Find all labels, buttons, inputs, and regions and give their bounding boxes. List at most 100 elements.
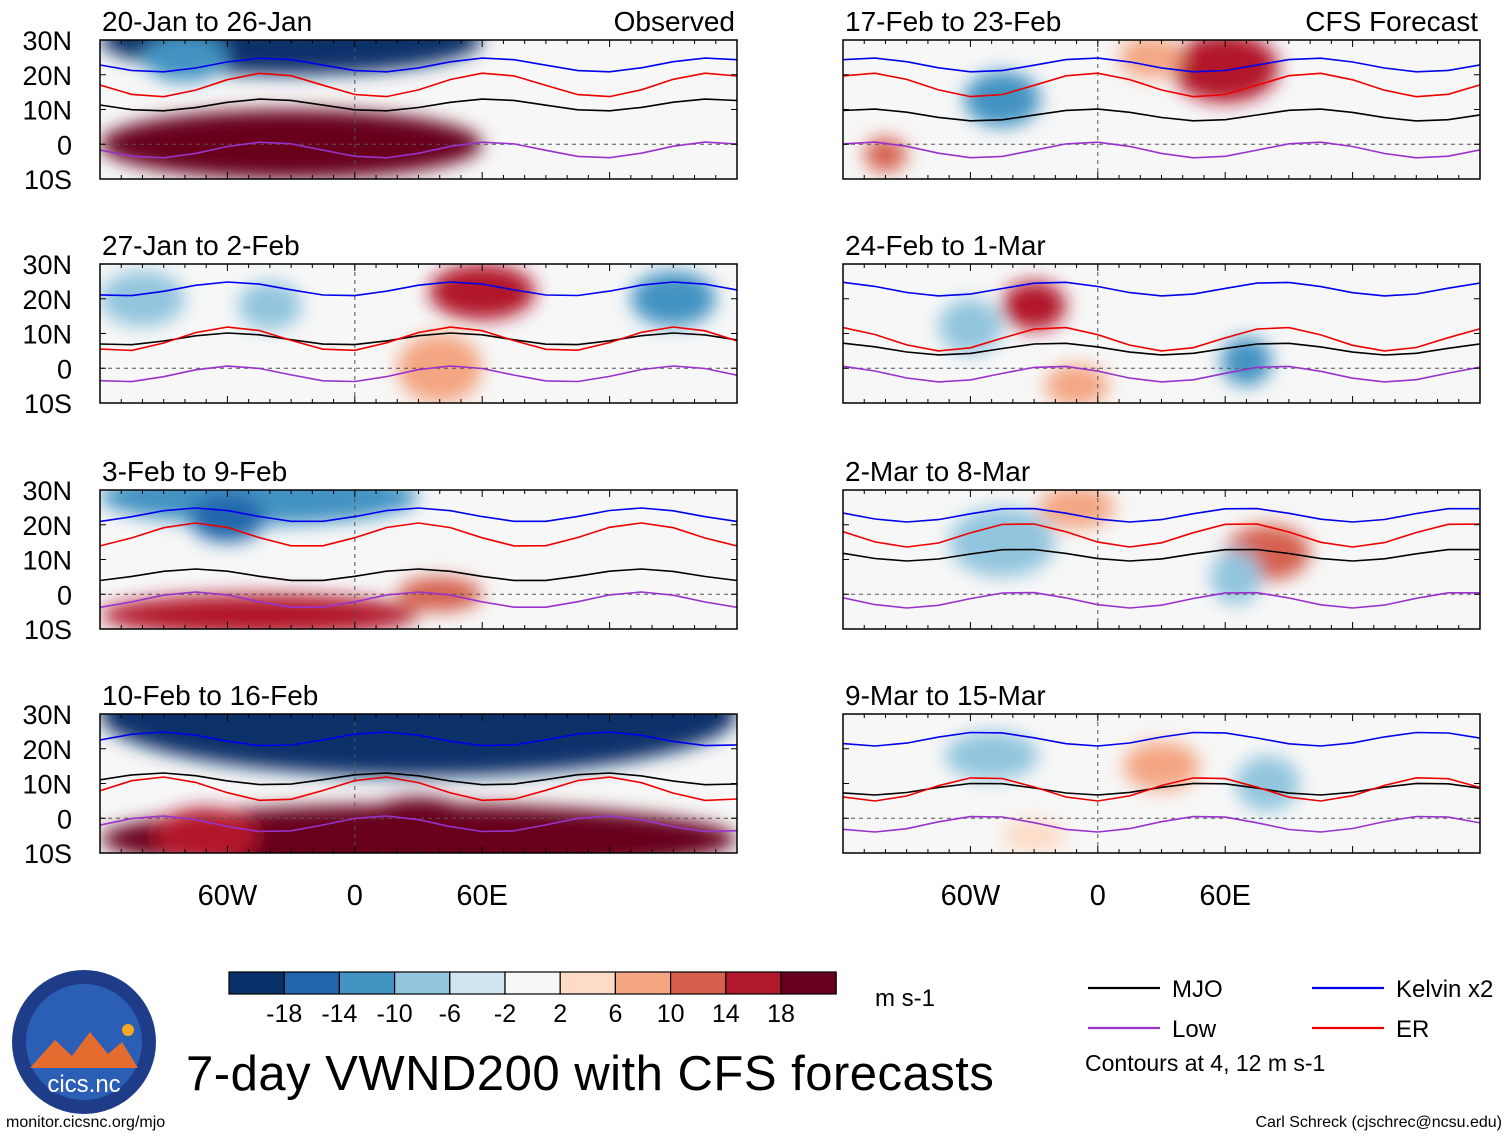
y-tick-label: 10S: [24, 839, 72, 869]
contour-line: [843, 108, 1480, 122]
map-panel: 30N 20N 10N 0 10S 3-Feb to 9-Feb: [22, 456, 738, 645]
contour-line: [100, 57, 737, 73]
colorbar-label: 18: [767, 1000, 795, 1028]
x-tick-label: 60W: [198, 880, 258, 912]
map-panel: 30N 20N 10N 0 10S 10-Feb to 16-Feb 60W 0 60E: [22, 680, 738, 912]
y-tick-label: 0: [57, 580, 72, 610]
y-tick-label: 10S: [24, 165, 72, 195]
colorbar-label: 2: [553, 1000, 567, 1028]
y-tick-label: 30N: [22, 26, 72, 56]
contour-line: [843, 342, 1480, 356]
contour-line: [100, 568, 737, 582]
anomaly-field: [944, 731, 1300, 853]
x-tick-label: 60W: [941, 880, 1001, 912]
panel-period-title: 2-Mar to 8-Mar: [845, 456, 1030, 487]
colorbar-swatch: [614, 971, 672, 995]
anomaly-blob: [1002, 281, 1066, 331]
colorbar-label: -18: [266, 1000, 302, 1028]
anomaly-field: [938, 281, 1272, 403]
contour-line: [100, 507, 737, 523]
colorbar-swatch: [449, 971, 506, 995]
anomaly-blob: [1044, 364, 1109, 403]
contour-line: [843, 326, 1480, 352]
contour-line: [843, 815, 1480, 833]
contour-line: [843, 72, 1480, 98]
colorbar-label: 10: [657, 1000, 685, 1028]
anomaly-blob: [153, 807, 260, 853]
panel-period-title: 3-Feb to 9-Feb: [102, 456, 287, 487]
contour-line: [843, 57, 1480, 73]
contour-line: [100, 522, 737, 547]
contours-note: Contours at 4, 12 m s-1: [1085, 1050, 1326, 1076]
legend-label: Kelvin x2: [1396, 976, 1493, 1003]
anomaly-blob: [938, 298, 1003, 355]
anomaly-blob: [100, 270, 185, 327]
x-tick-label: 0: [1090, 880, 1106, 912]
x-tick-label: 60E: [1199, 880, 1251, 912]
y-tick-label: 30N: [22, 700, 72, 730]
anomaly-blob: [630, 270, 716, 327]
contour-line: [100, 776, 737, 802]
anomaly-blob: [964, 71, 1041, 127]
x-tick-label: 0: [347, 880, 363, 912]
y-tick-label: 30N: [22, 476, 72, 506]
contour-line: [843, 507, 1480, 523]
contour-line: [843, 365, 1480, 383]
panel-period-title: 24-Feb to 1-Mar: [845, 230, 1046, 261]
contour-line: [843, 281, 1480, 297]
colorbar-swatch: [669, 971, 727, 995]
colorbar-swatch: [394, 971, 451, 995]
contour-line: [843, 591, 1480, 609]
colorbar-label: -14: [321, 1000, 357, 1028]
colorbar-label: 14: [712, 1000, 740, 1028]
colorbar-swatch: [559, 971, 617, 995]
y-tick-label: 10N: [22, 770, 72, 800]
y-tick-label: 0: [57, 804, 72, 834]
y-tick-label: 0: [57, 130, 72, 160]
y-tick-label: 10S: [24, 389, 72, 419]
contour-line: [100, 332, 737, 346]
map-panel: 30N 20N 10N 0 10S 20-Jan to 26-Jan Observed: [22, 6, 738, 195]
y-tick-label: 30N: [22, 250, 72, 280]
anomaly-blob: [100, 714, 737, 777]
contour-line: [100, 731, 737, 747]
colorbar-swatch: [228, 971, 285, 995]
contour-line: [100, 326, 737, 352]
contour-line: [843, 523, 1480, 548]
anomaly-blob: [100, 594, 419, 629]
contour-line: [100, 591, 737, 609]
colorbar-swatch: [780, 971, 837, 995]
anomaly-blob: [1123, 741, 1200, 791]
contour-line: [100, 72, 737, 98]
y-tick-label: 10S: [24, 615, 72, 645]
legend-label: Low: [1172, 1016, 1217, 1043]
anomaly-blob: [944, 731, 1039, 781]
colorbar-label: -6: [439, 1000, 461, 1028]
x-tick-label: 60E: [456, 880, 508, 912]
y-tick-label: 0: [57, 354, 72, 384]
anomaly-blob: [344, 116, 451, 159]
y-tick-label: 20N: [22, 735, 72, 765]
panel-period-title: 20-Jan to 26-Jan: [102, 6, 312, 37]
y-tick-label: 20N: [22, 61, 72, 91]
contour-line: [100, 365, 737, 383]
logo-text: cics.nc: [47, 1071, 120, 1098]
anomaly-blob: [1210, 549, 1262, 605]
colorbar-label: -10: [377, 1000, 413, 1028]
map-panel: 2-Mar to 8-Mar: [842, 456, 1481, 630]
contour-line: [843, 776, 1480, 802]
y-tick-label: 10N: [22, 546, 72, 576]
panel-period-title: 17-Feb to 23-Feb: [845, 6, 1061, 37]
source-url[interactable]: monitor.cicsnc.org/mjo: [6, 1114, 166, 1131]
colorbar-swatch: [725, 971, 782, 995]
logo-sun: [122, 1024, 134, 1036]
author-credit: Carl Schreck (cjschrec@ncsu.edu): [1255, 1114, 1502, 1131]
contour-legend: MJO Kelvin x2 Low ER: [1088, 976, 1493, 1043]
contour-line: [100, 98, 737, 112]
colorbar-units: m s-1: [875, 985, 935, 1012]
panel-period-title: 9-Mar to 15-Mar: [845, 680, 1046, 711]
map-panel: 30N 20N 10N 0 10S 27-Jan to 2-Feb: [22, 230, 738, 419]
contour-line: [100, 281, 737, 297]
panel-period-title: 10-Feb to 16-Feb: [102, 680, 318, 711]
